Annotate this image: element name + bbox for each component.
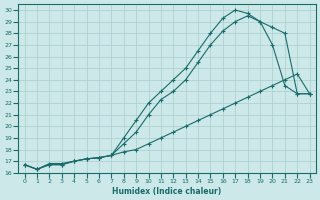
X-axis label: Humidex (Indice chaleur): Humidex (Indice chaleur) <box>113 187 222 196</box>
